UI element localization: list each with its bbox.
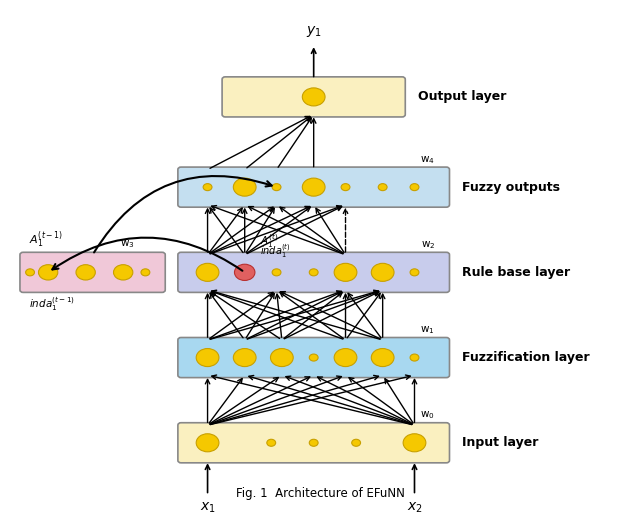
Circle shape: [234, 264, 255, 280]
Circle shape: [76, 265, 95, 280]
Text: Input layer: Input layer: [462, 436, 538, 449]
FancyArrowPatch shape: [52, 238, 243, 271]
Circle shape: [403, 434, 426, 452]
Text: Rule base layer: Rule base layer: [462, 266, 570, 279]
Text: w$_3$: w$_3$: [120, 238, 134, 250]
Circle shape: [196, 434, 219, 452]
FancyBboxPatch shape: [20, 252, 165, 292]
Text: w$_4$: w$_4$: [420, 154, 435, 165]
Circle shape: [341, 184, 350, 191]
Circle shape: [196, 348, 219, 367]
Circle shape: [38, 265, 58, 280]
Text: $A_1^{(t)}$: $A_1^{(t)}$: [260, 232, 279, 250]
Circle shape: [334, 348, 357, 367]
Text: $x_2$: $x_2$: [406, 500, 422, 515]
Circle shape: [113, 265, 133, 280]
Circle shape: [234, 178, 256, 196]
Circle shape: [302, 88, 325, 106]
Circle shape: [410, 269, 419, 276]
Circle shape: [26, 269, 35, 276]
FancyArrowPatch shape: [94, 176, 272, 252]
Text: $x_1$: $x_1$: [200, 500, 216, 515]
Text: Output layer: Output layer: [418, 90, 506, 103]
Text: Fig. 1  Architecture of EFuNN: Fig. 1 Architecture of EFuNN: [236, 487, 404, 500]
Circle shape: [302, 178, 325, 196]
Text: $y_1$: $y_1$: [306, 24, 321, 39]
Circle shape: [196, 263, 219, 281]
Circle shape: [309, 439, 318, 446]
Text: inda$_1^{(t)}$: inda$_1^{(t)}$: [260, 242, 291, 260]
FancyBboxPatch shape: [178, 423, 449, 463]
Circle shape: [141, 269, 150, 276]
Circle shape: [272, 269, 281, 276]
Circle shape: [410, 184, 419, 191]
Circle shape: [234, 348, 256, 367]
FancyBboxPatch shape: [178, 337, 449, 378]
Circle shape: [371, 263, 394, 281]
Circle shape: [203, 184, 212, 191]
Text: w$_1$: w$_1$: [420, 324, 435, 336]
Text: inda$_1^{(t-1)}$: inda$_1^{(t-1)}$: [29, 295, 76, 313]
Circle shape: [410, 354, 419, 361]
Circle shape: [378, 184, 387, 191]
Circle shape: [334, 263, 357, 281]
Circle shape: [271, 348, 293, 367]
Text: w$_2$: w$_2$: [420, 239, 435, 251]
FancyBboxPatch shape: [178, 252, 449, 292]
Text: $A_1^{(t-1)}$: $A_1^{(t-1)}$: [29, 229, 63, 250]
Circle shape: [371, 348, 394, 367]
Text: w$_0$: w$_0$: [420, 409, 435, 421]
Text: Fuzzification layer: Fuzzification layer: [462, 351, 589, 364]
Circle shape: [352, 439, 360, 446]
Circle shape: [309, 269, 318, 276]
Circle shape: [267, 439, 276, 446]
FancyBboxPatch shape: [222, 77, 405, 117]
Text: Fuzzy outputs: Fuzzy outputs: [462, 180, 560, 193]
Circle shape: [272, 184, 281, 191]
Circle shape: [309, 354, 318, 361]
FancyBboxPatch shape: [178, 167, 449, 207]
